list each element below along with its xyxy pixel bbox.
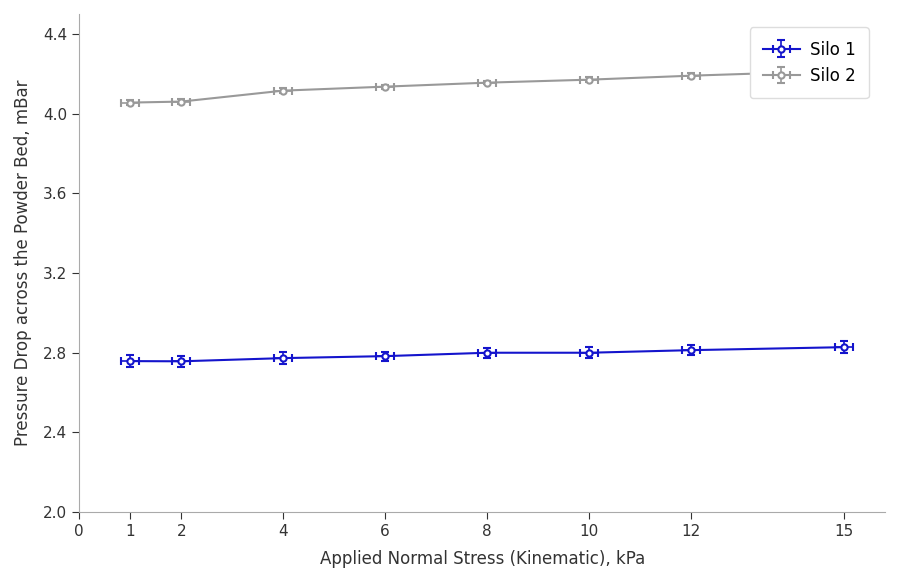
Y-axis label: Pressure Drop across the Powder Bed, mBar: Pressure Drop across the Powder Bed, mBa… <box>13 80 31 446</box>
Legend: Silo 1, Silo 2: Silo 1, Silo 2 <box>750 27 868 98</box>
X-axis label: Applied Normal Stress (Kinematic), kPa: Applied Normal Stress (Kinematic), kPa <box>319 550 645 568</box>
